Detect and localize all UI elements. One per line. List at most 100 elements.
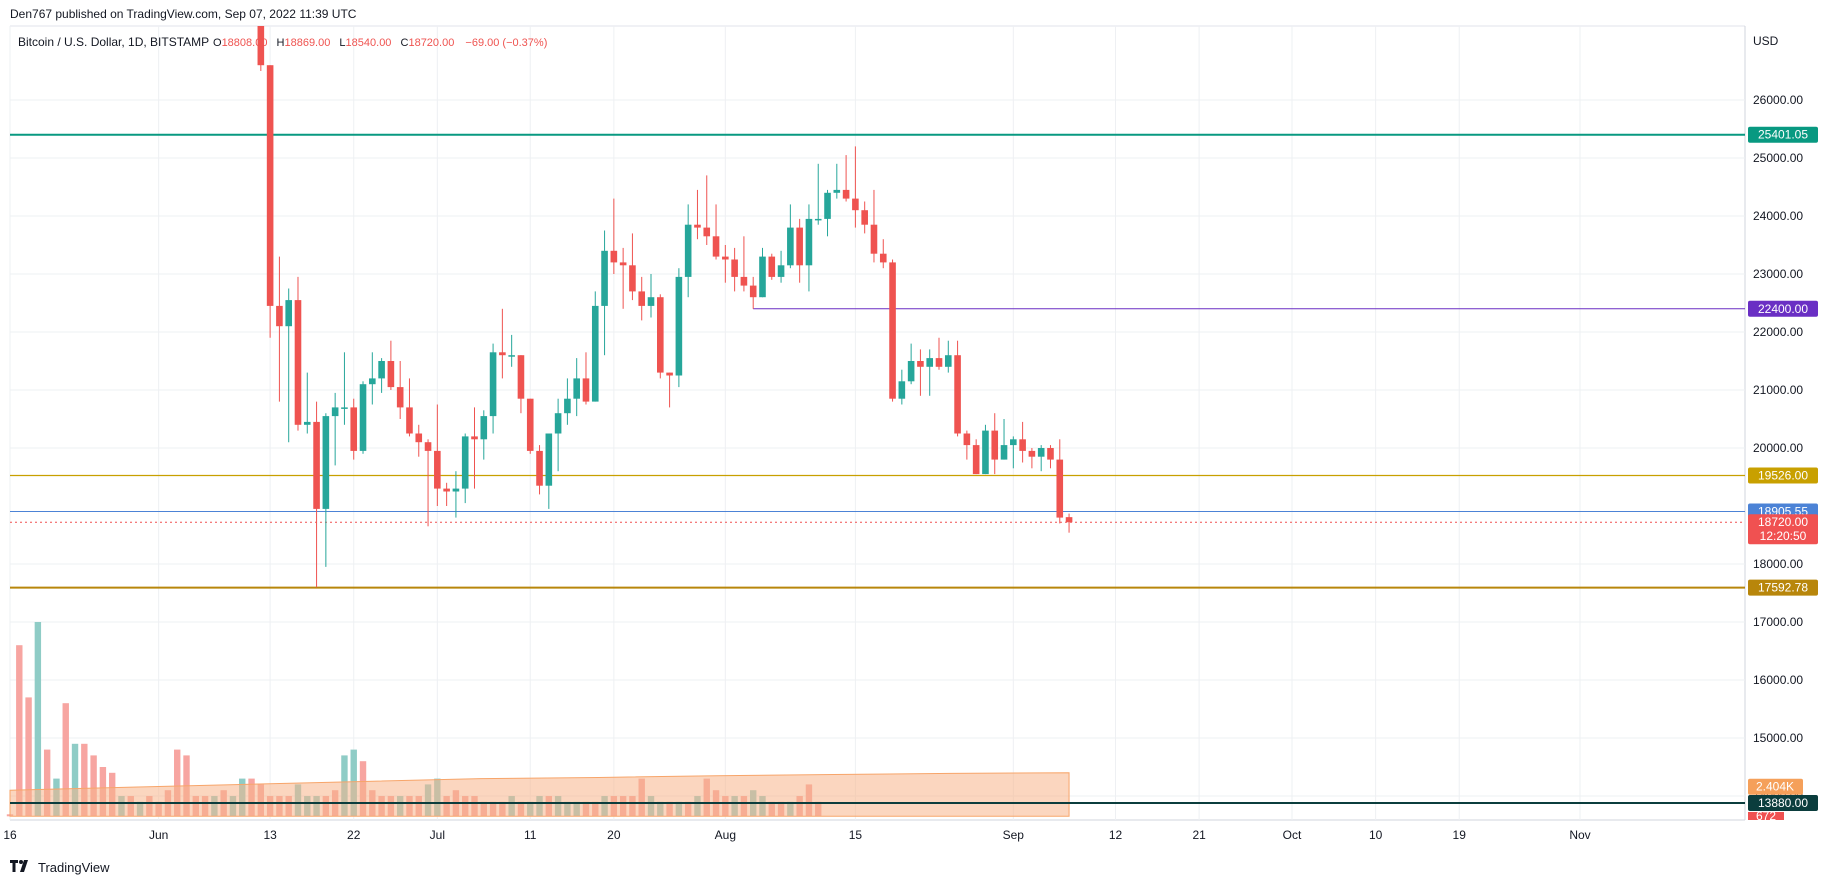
price-tag-text: 19526.00 (1758, 468, 1808, 482)
x-tick-label: 21 (1192, 828, 1206, 842)
candle-body (517, 355, 525, 399)
candle-body (415, 433, 423, 443)
price-tag (1748, 300, 1818, 317)
candle-body (870, 224, 878, 254)
footer-brand: TradingView (38, 859, 110, 875)
y-tick-label: 21000.00 (1753, 383, 1803, 397)
legend-low-label: L (339, 37, 345, 49)
legend-open-value: 18808.00 (222, 37, 268, 49)
publish-info: Den767 published on TradingView.com, Sep… (10, 7, 357, 21)
candle-body (712, 236, 720, 257)
candle-body (740, 276, 748, 286)
candle-body (1000, 445, 1008, 460)
x-tick-label: 13 (263, 828, 277, 842)
x-tick-label: 22 (347, 828, 361, 842)
price-tag-text: 13880.00 (1758, 796, 1808, 810)
candle-body (889, 262, 896, 399)
candle-body (1028, 450, 1036, 457)
candle-body (257, 26, 265, 66)
candle-body (387, 361, 395, 388)
candle-body (554, 413, 562, 434)
candle-body (805, 218, 813, 266)
candle-body (917, 361, 924, 367)
volume-bar (174, 749, 181, 817)
y-tick-label: 22000.00 (1753, 325, 1803, 339)
candle-body (907, 361, 915, 382)
volume-bar (43, 749, 51, 817)
candle-body (619, 262, 627, 266)
candle-body (536, 450, 543, 486)
y-tick-label: 23000.00 (1753, 267, 1803, 281)
x-tick-label: Oct (1283, 828, 1302, 842)
volume-histogram (6, 622, 1070, 817)
candle-body (675, 276, 683, 376)
volume-tag-text: 672 (1756, 809, 1776, 823)
volume-bar (16, 645, 23, 817)
last-price-text: 18720.00 (1758, 515, 1808, 529)
candle-body (879, 253, 887, 263)
x-tick-label: Jun (149, 828, 168, 842)
candle-body (350, 407, 358, 451)
x-tick-label: 15 (849, 828, 863, 842)
candle-body (1037, 448, 1045, 457)
volume-bar (62, 703, 69, 817)
x-tick-label: 16 (3, 828, 17, 842)
candlestick-series (257, 26, 1073, 588)
candle-body (944, 355, 952, 367)
candle-body (833, 189, 841, 193)
volume-ma-tag-text: 2.404K (1756, 780, 1794, 794)
candle-body (1056, 459, 1064, 518)
x-tick-label: 19 (1453, 828, 1467, 842)
candle-body (647, 297, 655, 306)
candle-body (935, 358, 943, 367)
candle-body (610, 250, 618, 263)
candle-body (406, 407, 413, 434)
volume-ma-tag (1748, 778, 1803, 795)
candle-body (694, 224, 701, 228)
candle-body (722, 256, 729, 260)
volume-tag (1748, 812, 1784, 820)
candle-body (638, 291, 646, 306)
candle-body (582, 378, 590, 402)
x-tick-label: 11 (524, 828, 537, 842)
candle-body (461, 436, 469, 489)
legend-high-label: H (277, 37, 285, 49)
candle-body (768, 256, 776, 277)
footer: TradingView (10, 859, 110, 875)
candle-body (526, 398, 534, 451)
candle-body (777, 265, 785, 277)
candle-body (378, 361, 385, 379)
candle-body (824, 192, 831, 219)
candle-body (424, 442, 432, 451)
candle-body (666, 372, 673, 376)
candle-body (434, 450, 441, 489)
countdown-text: 12:20:50 (1760, 529, 1807, 543)
legend-low-value: 18540.00 (346, 37, 392, 49)
x-tick-label: 10 (1369, 828, 1383, 842)
candle-body (629, 265, 636, 292)
candle-body (684, 224, 692, 277)
candle-body (303, 421, 311, 425)
legend-symbol: Bitcoin / U.S. Dollar, 1D, BITSTAMP (18, 35, 209, 49)
candle-body (963, 433, 971, 446)
candle-body (601, 250, 608, 306)
price-tag (1748, 126, 1818, 143)
time-axis: 16 Jun 13 22 Jul 11 20 Aug 15 Sep 12 21 Oct 10 19 Nov (3, 828, 1590, 842)
price-tag (1748, 467, 1818, 484)
candle-body (814, 218, 822, 221)
candle-body (731, 259, 738, 277)
legend-change: −69.00 (−0.37%) (465, 37, 547, 49)
tradingview-logo-icon (10, 859, 32, 875)
candle-body (1047, 448, 1054, 460)
y-tick-label: 18000.00 (1753, 557, 1803, 571)
currency-label: USD (1753, 34, 1779, 48)
y-tick-label: 15000.00 (1753, 731, 1803, 745)
candle-body (369, 378, 376, 385)
volume-bar (81, 743, 88, 817)
candle-body (341, 407, 348, 409)
x-tick-label: 20 (607, 828, 621, 842)
candle-body (749, 285, 757, 298)
y-tick-label: 24000.00 (1753, 209, 1803, 223)
candle-body (331, 407, 339, 417)
